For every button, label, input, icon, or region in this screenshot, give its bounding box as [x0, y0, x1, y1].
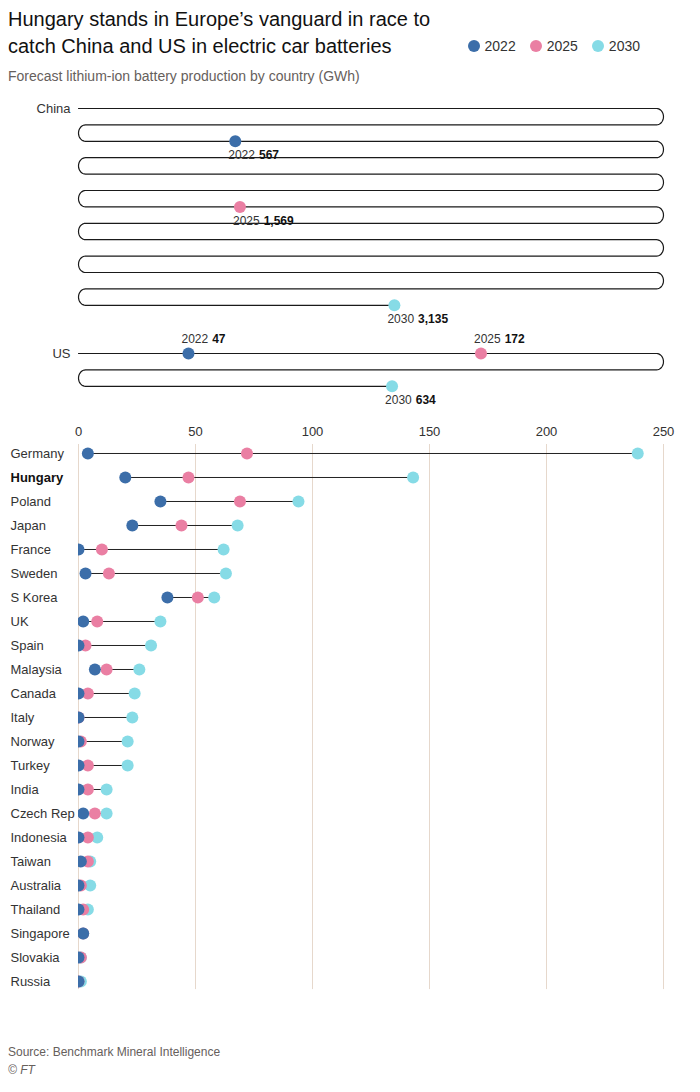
svg-text:3,135: 3,135: [418, 312, 448, 326]
svg-text:150: 150: [419, 424, 441, 439]
svg-text:Spain: Spain: [11, 637, 44, 652]
svg-text:250: 250: [653, 424, 675, 439]
svg-text:Sweden: Sweden: [11, 565, 58, 580]
svg-text:Turkey: Turkey: [11, 757, 51, 772]
svg-text:Russia: Russia: [11, 973, 51, 988]
svg-text:0: 0: [75, 424, 82, 439]
svg-text:1,569: 1,569: [264, 214, 294, 228]
svg-text:US: US: [52, 345, 70, 360]
svg-text:UK: UK: [11, 613, 29, 628]
html-text:Source: Benchmark Mineral Inte: Source: Benchmark Mineral Intelligence: [8, 1044, 221, 1059]
html-text:2025: 2025: [546, 38, 578, 54]
svg-text:Thailand: Thailand: [11, 901, 61, 916]
html-text:2030: 2030: [608, 38, 640, 54]
svg-text:2025: 2025: [233, 214, 260, 228]
svg-text:100: 100: [302, 424, 324, 439]
svg-text:France: France: [11, 541, 51, 556]
html-text:Hungary stands in Europe’s van: Hungary stands in Europe’s vanguard in r…: [8, 8, 431, 57]
svg-text:S Korea: S Korea: [11, 589, 59, 604]
svg-text:Australia: Australia: [11, 877, 62, 892]
svg-text:Taiwan: Taiwan: [11, 853, 51, 868]
svg-text:2025: 2025: [474, 332, 501, 346]
svg-text:50: 50: [188, 424, 202, 439]
svg-text:Indonesia: Indonesia: [11, 829, 68, 844]
svg-text:2022: 2022: [181, 332, 208, 346]
svg-text:Malaysia: Malaysia: [11, 661, 63, 676]
svg-text:Hungary: Hungary: [11, 469, 64, 484]
svg-text:Singapore: Singapore: [11, 925, 70, 940]
svg-text:2022: 2022: [228, 148, 255, 162]
svg-text:Italy: Italy: [11, 709, 35, 724]
html-text:Forecast lithium-ion battery p: Forecast lithium-ion battery production …: [8, 68, 360, 84]
svg-text:200: 200: [536, 424, 558, 439]
svg-text:Slovakia: Slovakia: [11, 949, 61, 964]
svg-text:Poland: Poland: [11, 493, 51, 508]
html-text:2022: 2022: [484, 38, 516, 54]
html-text:© FT: © FT: [8, 1062, 35, 1077]
svg-text:Japan: Japan: [11, 517, 46, 532]
svg-text:634: 634: [416, 393, 436, 407]
svg-text:Germany: Germany: [11, 445, 65, 460]
svg-text:567: 567: [259, 148, 279, 162]
svg-text:47: 47: [212, 332, 226, 346]
svg-text:172: 172: [505, 332, 525, 346]
svg-text:Norway: Norway: [11, 733, 56, 748]
svg-text:2030: 2030: [385, 393, 412, 407]
svg-text:Canada: Canada: [11, 685, 57, 700]
svg-text:Czech Rep: Czech Rep: [11, 805, 75, 820]
svg-text:India: India: [11, 781, 40, 796]
svg-text:2030: 2030: [387, 312, 414, 326]
svg-text:China: China: [37, 101, 72, 116]
